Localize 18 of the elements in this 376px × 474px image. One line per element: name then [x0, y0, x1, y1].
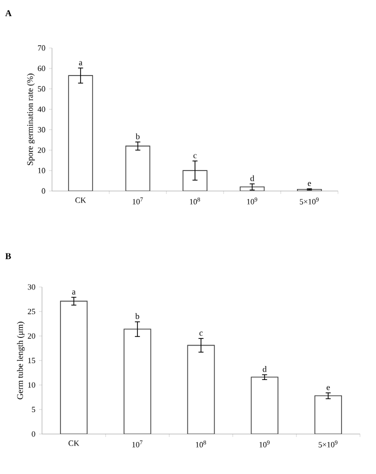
bar: [125, 146, 150, 191]
annotation: a: [72, 290, 76, 295]
annotation: e: [308, 182, 311, 186]
annotation: d: [262, 366, 267, 372]
annotation: c: [193, 154, 197, 158]
annotation: b: [135, 313, 140, 320]
y-axis-title: Spore germination rate (%): [26, 74, 35, 166]
annotation: e: [326, 386, 330, 390]
annotation: a: [79, 61, 82, 66]
annotation: c: [199, 332, 203, 336]
chart-title: A: [5, 10, 12, 16]
annotation: b: [136, 133, 140, 140]
chart-title: B: [5, 253, 11, 260]
bar: [68, 75, 94, 191]
bar: [182, 170, 208, 191]
bar: [240, 186, 265, 191]
y-axis-title: Germ tube length (μm): [16, 322, 25, 400]
annotation: d: [250, 175, 254, 182]
